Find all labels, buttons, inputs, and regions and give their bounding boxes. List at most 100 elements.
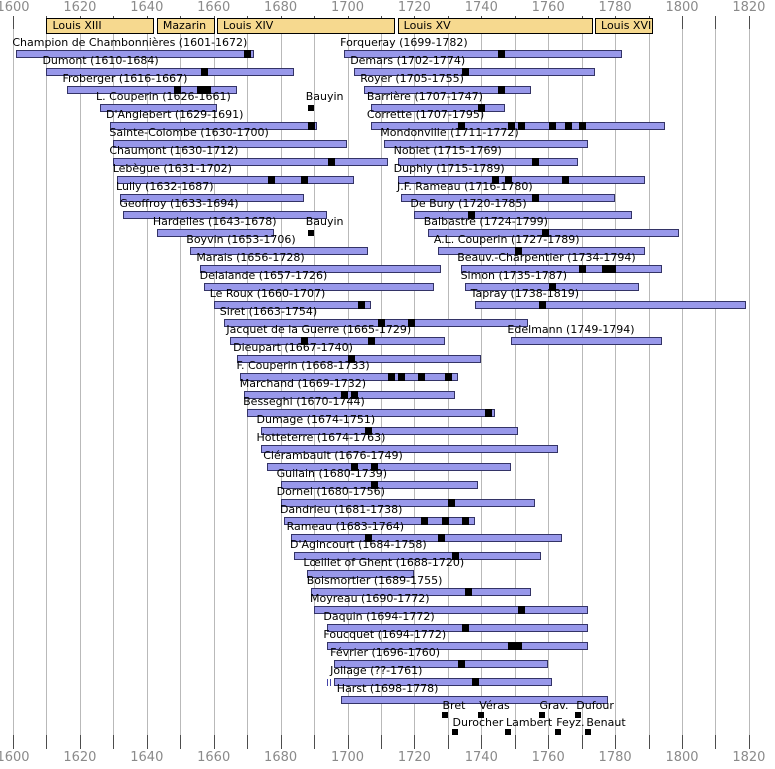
composer-label: Dumont (1610-1684)	[42, 53, 159, 67]
composer-lifespan-bar	[190, 247, 368, 256]
composer-lifespan-bar	[401, 193, 616, 202]
publication-marker	[508, 121, 516, 130]
composer-label: Chaumont (1630-1712)	[109, 143, 239, 157]
bottom-event-label: Feyz.	[556, 716, 585, 729]
publication-marker	[267, 175, 275, 184]
publication-marker	[471, 678, 479, 687]
publication-marker	[444, 372, 452, 381]
publication-marker	[364, 426, 372, 435]
composer-lifespan-bar	[437, 247, 646, 256]
composer-label: Daquin (1694-1772)	[323, 610, 435, 624]
composer-label: Barrière (1707-1747)	[366, 89, 483, 103]
bottom-event-label: Durocher	[452, 716, 504, 729]
axis-year-label-top: 1820	[732, 0, 766, 15]
bottom-event-marker	[451, 729, 458, 735]
composer-label: Lebègue (1631-1702)	[112, 161, 232, 175]
publication-marker	[371, 480, 379, 489]
publication-marker	[478, 103, 486, 112]
publication-marker	[538, 301, 546, 310]
composer-lifespan-bar	[293, 552, 542, 561]
gridline	[548, 16, 550, 749]
publication-marker	[200, 67, 208, 76]
axis-tick-bottom	[280, 735, 282, 749]
axis-tick-bottom	[213, 735, 215, 749]
axis-year-label-top: 1700	[330, 0, 365, 15]
inline-event-marker	[307, 230, 314, 237]
composer-lifespan-bar	[280, 498, 535, 507]
publication-marker	[608, 265, 616, 274]
axis-tick-bottom	[514, 735, 516, 749]
bottom-event-label: Véras	[479, 699, 510, 712]
publication-marker	[197, 85, 205, 94]
composer-lifespan-bar	[66, 85, 238, 94]
publication-marker	[364, 534, 372, 543]
axis-year-label-bottom: 1660	[197, 750, 231, 765]
publication-marker	[565, 121, 573, 130]
composer-label: D'Agincourt (1684-1758)	[289, 538, 427, 552]
composer-lifespan-bar	[290, 534, 562, 543]
composer-label: Dieupart (1667-1740)	[233, 341, 353, 355]
composer-label: Moyreau (1690-1772)	[310, 592, 430, 606]
composer-lifespan-bar	[16, 50, 254, 58]
composer-lifespan-bar	[260, 426, 519, 435]
composer-lifespan-bar	[120, 193, 304, 202]
composer-label: Tapray (1738-1819)	[470, 287, 580, 301]
axis-year-label-top: 1800	[665, 0, 699, 15]
composer-label: Le Roux (1660-1707)	[209, 287, 326, 301]
publication-marker	[602, 265, 610, 274]
axis-tick-top	[715, 16, 717, 29]
bottom-event-marker	[538, 712, 545, 718]
publication-marker	[515, 642, 523, 651]
bottom-event-marker	[575, 712, 582, 718]
gridline	[615, 16, 617, 749]
axis-tick-bottom	[347, 735, 349, 749]
composer-lifespan-bar	[314, 606, 589, 615]
bottom-event-marker	[585, 729, 592, 735]
composer-label: Champion de Chambonnières (1601-1672)	[12, 36, 248, 49]
publication-marker	[441, 516, 449, 525]
publication-marker	[491, 175, 499, 184]
bottom-event-label: Grav.	[539, 699, 569, 712]
axis-tick-bottom	[447, 735, 449, 749]
composer-label: Demars (1702-1774)	[350, 53, 466, 67]
axis-tick-bottom	[414, 735, 416, 749]
publication-marker	[301, 337, 308, 346]
composer-lifespan-bar	[474, 301, 746, 310]
gridline	[380, 16, 382, 749]
publication-marker	[458, 121, 466, 130]
composer-label: Marais (1656-1728)	[196, 251, 305, 265]
composer-lifespan-bar	[283, 516, 475, 525]
composer-lifespan-bar	[384, 139, 589, 148]
composer-lifespan-bar	[310, 588, 532, 597]
axis-tick-bottom	[648, 735, 650, 749]
composer-lifespan-bar	[243, 390, 455, 399]
axis-year-label-top: 1760	[531, 0, 565, 15]
composer-label: Geoffroy (1633-1694)	[119, 197, 239, 211]
gridline	[314, 16, 316, 749]
gridline	[280, 16, 282, 749]
publication-marker	[541, 229, 549, 238]
composer-lifespan-bar	[327, 642, 589, 651]
composer-label: Dornel (1680-1756)	[276, 484, 385, 498]
composer-lifespan-bar	[344, 50, 622, 58]
publication-marker	[451, 552, 459, 561]
composer-lifespan-bar	[213, 301, 371, 310]
composer-lifespan-bar	[364, 85, 532, 94]
publication-marker	[578, 265, 586, 274]
gridline	[414, 16, 416, 749]
composer-lifespan-bar	[260, 444, 559, 453]
composer-lifespan-bar	[46, 67, 294, 76]
axis-tick-bottom	[113, 735, 115, 749]
composer-lifespan-bar	[461, 265, 662, 274]
axis-tick-bottom	[79, 735, 81, 749]
publication-marker	[518, 121, 526, 130]
composer-label: Balbastre (1724-1799)	[423, 215, 548, 229]
publication-marker	[461, 67, 469, 76]
axis-year-label-bottom: 1640	[130, 750, 164, 765]
composer-lifespan-bar	[99, 103, 218, 112]
publication-marker	[377, 319, 385, 328]
composer-lifespan-bar	[280, 480, 478, 489]
composer-label: Simon (1735-1787)	[460, 269, 568, 283]
inline-event-label: Bauyin	[305, 89, 344, 103]
publication-marker	[367, 337, 375, 346]
